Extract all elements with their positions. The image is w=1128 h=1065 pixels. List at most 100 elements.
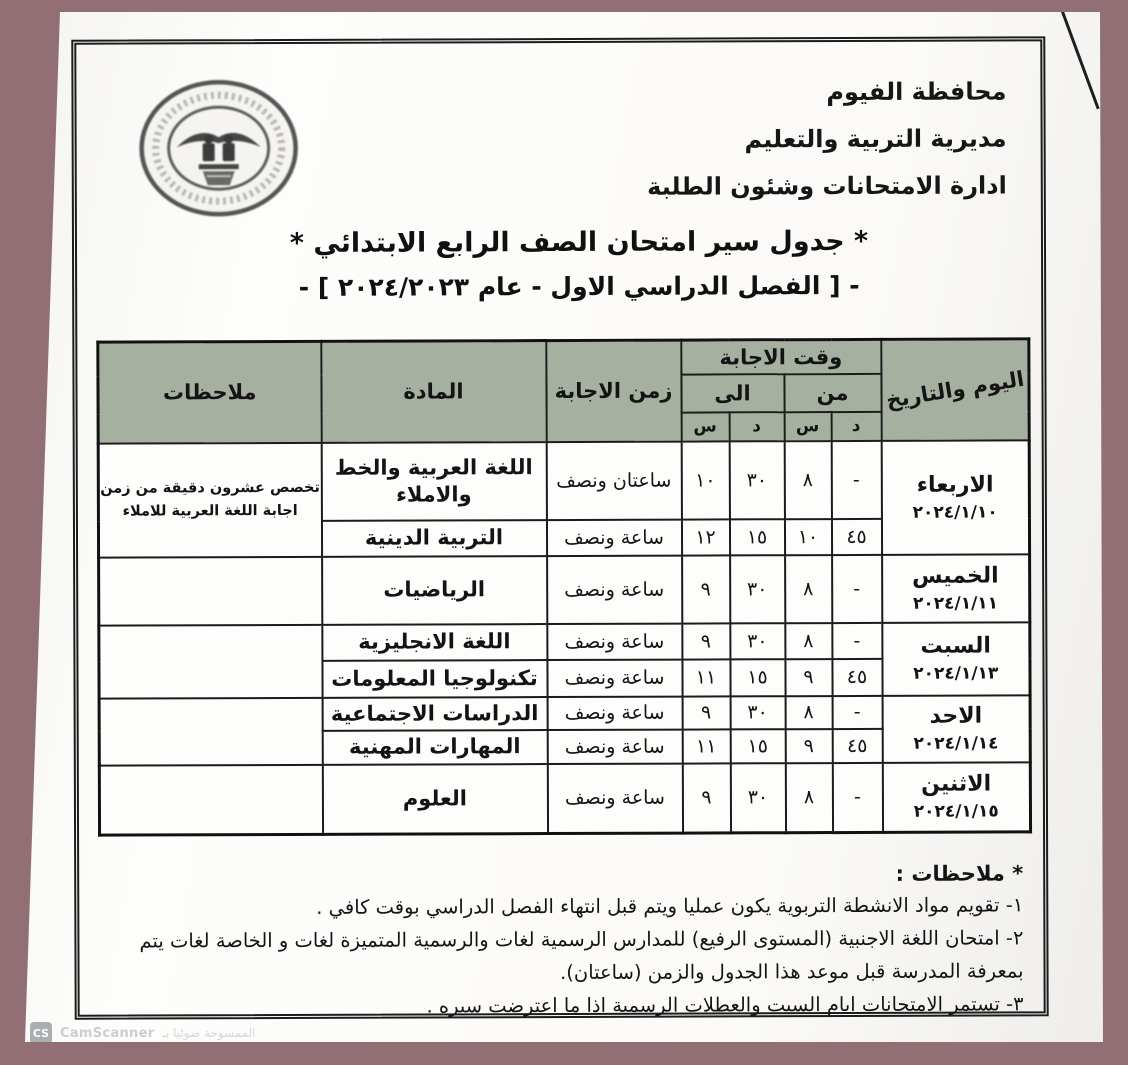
day-name: الاحد bbox=[929, 703, 983, 729]
from-hours-cell: ٨ bbox=[784, 554, 832, 623]
duration-cell: ساعة ونصف bbox=[547, 729, 683, 764]
from-minutes-cell: - bbox=[831, 440, 882, 519]
to-hours-cell: ١١ bbox=[682, 728, 731, 764]
org-governorate: محافظة الفيوم bbox=[826, 77, 1007, 107]
official-stamp-icon bbox=[139, 79, 298, 217]
subject-cell: اللغة العربية والخط والاملاء bbox=[321, 441, 547, 521]
day-cell: الخميس ٢٠٢٤/١/١١ bbox=[881, 553, 1030, 623]
duration-cell: ساعة ونصف bbox=[546, 623, 682, 660]
header-answer-time: وقت الاجابة bbox=[680, 339, 881, 375]
org-header: محافظة الفيوم مديرية التربية والتعليم اد… bbox=[558, 68, 1007, 211]
day-date: ٢٠٢٤/١/١٣ bbox=[913, 663, 999, 684]
day-date: ٢٠٢٤/١/١٥ bbox=[913, 801, 999, 823]
footnote-item-1: ١- تقويم مواد الانشطة التربوية يكون عملي… bbox=[316, 893, 1024, 919]
table-row: الاربعاء ٢٠٢٤/١/١٠ - ٨ ٣٠ ١٠ ساعتان ونصف… bbox=[98, 439, 1030, 558]
from-minutes-cell: - bbox=[831, 622, 882, 659]
header-to-minutes: د bbox=[729, 411, 785, 441]
duration-cell: ساعة ونصف bbox=[546, 659, 683, 697]
to-hours-cell: ٩ bbox=[682, 762, 731, 834]
to-minutes-cell: ١٥ bbox=[730, 728, 786, 763]
header-duration: زمن الاجابة bbox=[545, 340, 682, 442]
day-cell: الاربعاء ٢٠٢٤/١/١٠ bbox=[881, 439, 1030, 555]
from-minutes-cell: - bbox=[831, 554, 882, 623]
table-row: الاحد ٢٠٢٤/١/١٤ - ٨ ٣٠ ٩ ساعة ونصف الدرا… bbox=[99, 694, 1031, 766]
page-subtitle: - [ الفصل الدراسي الاول - عام ٢٠٢٤/٢٠٢٣ … bbox=[298, 270, 860, 302]
subject-cell: تكنولوجيا المعلومات bbox=[321, 659, 548, 698]
duration-cell: ساعة ونصف bbox=[546, 555, 682, 624]
duration-cell: ساعة ونصف bbox=[547, 696, 683, 730]
table-row: السبت ٢٠٢٤/١/١٣ - ٨ ٣٠ ٩ ساعة ونصف اللغة… bbox=[98, 621, 1031, 699]
header-from: من bbox=[783, 373, 882, 412]
to-minutes-cell: ٣٠ bbox=[729, 622, 785, 659]
notes-cell-empty bbox=[99, 764, 323, 836]
to-hours-cell: ١٢ bbox=[681, 518, 730, 556]
exam-schedule-table: اليوم والتاريخ وقت الاجابة زمن الاجابة ا… bbox=[96, 337, 1033, 837]
to-minutes-cell: ١٥ bbox=[729, 658, 786, 696]
header-to: الى bbox=[680, 373, 785, 413]
notes-cell-empty bbox=[99, 697, 323, 766]
from-hours-cell: ٨ bbox=[785, 695, 833, 729]
day-name: السبت bbox=[920, 633, 991, 659]
subject-cell: الدراسات الاجتماعية bbox=[322, 696, 548, 731]
from-minutes-cell: - bbox=[832, 762, 883, 833]
from-minutes-cell: ٤٥ bbox=[831, 518, 882, 555]
notes-cell: تخصص عشرون دقيقة من زمن اجابة اللغة العر… bbox=[98, 442, 322, 558]
header-from-minutes: د bbox=[831, 411, 882, 441]
camscanner-arabic-label: الممسوحة ضوئيا بـ bbox=[162, 1026, 256, 1040]
table-row: الخميس ٢٠٢٤/١/١١ - ٨ ٣٠ ٩ ساعة ونصف الري… bbox=[98, 553, 1030, 626]
org-directorate: مديرية التربية والتعليم bbox=[744, 124, 1007, 154]
footnote-item-2: ٢- امتحان اللغة الاجنبية (المستوى الرفيع… bbox=[139, 926, 1024, 985]
from-minutes-cell: ٤٥ bbox=[831, 658, 883, 696]
duration-cell: ساعتان ونصف bbox=[546, 441, 682, 520]
header-subject: المادة bbox=[320, 340, 547, 443]
subject-cell: اللغة الانجليزية bbox=[321, 623, 547, 661]
header-day-date: اليوم والتاريخ bbox=[880, 338, 1030, 441]
day-cell: السبت ٢٠٢٤/١/١٣ bbox=[881, 621, 1031, 696]
from-hours-cell: ٩ bbox=[785, 728, 833, 763]
camscanner-label: CamScanner bbox=[60, 1025, 155, 1041]
header-notes: ملاحظات bbox=[97, 341, 322, 444]
duration-cell: ساعة ونصف bbox=[547, 763, 683, 834]
duration-cell: ساعة ونصف bbox=[546, 519, 682, 556]
to-hours-cell: ١٠ bbox=[681, 440, 730, 520]
day-cell: الاثنين ٢٠٢٤/١/١٥ bbox=[882, 761, 1031, 833]
subject-cell: المهارات المهنية bbox=[322, 729, 548, 765]
corner-crease-line bbox=[1058, 12, 1100, 110]
to-hours-cell: ٩ bbox=[681, 622, 730, 660]
from-hours-cell: ١٠ bbox=[784, 518, 832, 555]
from-hours-cell: ٨ bbox=[784, 622, 832, 659]
day-date: ٢٠٢٤/١/١٠ bbox=[912, 501, 998, 523]
footnote-item-3: ٣- تستمر الامتحانات ايام السبت والعطلات … bbox=[426, 992, 1024, 1018]
to-minutes-cell: ٣٠ bbox=[730, 762, 786, 833]
notes-cell-empty bbox=[98, 624, 323, 699]
footnotes-block: * ملاحظات : ١- تقويم مواد الانشطة التربو… bbox=[101, 858, 1024, 1023]
from-minutes-cell: - bbox=[832, 695, 883, 729]
subject-cell: التربية الدينية bbox=[321, 519, 547, 557]
to-minutes-cell: ٣٠ bbox=[729, 554, 785, 623]
notes-cell-empty bbox=[98, 556, 322, 626]
to-minutes-cell: ٣٠ bbox=[729, 440, 785, 519]
to-hours-cell: ٩ bbox=[681, 554, 730, 624]
from-hours-cell: ٩ bbox=[784, 658, 833, 696]
from-minutes-cell: ٤٥ bbox=[832, 728, 883, 763]
org-administration: ادارة الامتحانات وشئون الطلبة bbox=[647, 171, 1007, 201]
camscanner-watermark: CS CamScanner الممسوحة ضوئيا بـ bbox=[30, 1022, 256, 1042]
table-row: الاثنين ٢٠٢٤/١/١٥ - ٨ ٣٠ ٩ ساعة ونصف الع… bbox=[99, 761, 1031, 836]
to-minutes-cell: ٣٠ bbox=[730, 695, 786, 729]
day-name: الاربعاء bbox=[916, 472, 994, 498]
from-hours-cell: ٨ bbox=[784, 440, 832, 519]
camscanner-logo-icon: CS bbox=[30, 1022, 52, 1042]
to-hours-cell: ١١ bbox=[681, 658, 731, 697]
title-block: * جدول سير امتحان الصف الرابع الابتدائي … bbox=[289, 225, 869, 302]
subject-cell: الرياضيات bbox=[321, 555, 547, 625]
page-title: * جدول سير امتحان الصف الرابع الابتدائي … bbox=[289, 225, 869, 259]
day-date: ٢٠٢٤/١/١١ bbox=[912, 592, 999, 614]
footnotes-heading: * ملاحظات : bbox=[895, 861, 1024, 886]
header-from-hours: س bbox=[784, 411, 832, 441]
header-to-hours: س bbox=[681, 411, 730, 442]
day-name: الخميس bbox=[912, 562, 999, 589]
day-name: الاثنين bbox=[921, 771, 992, 798]
